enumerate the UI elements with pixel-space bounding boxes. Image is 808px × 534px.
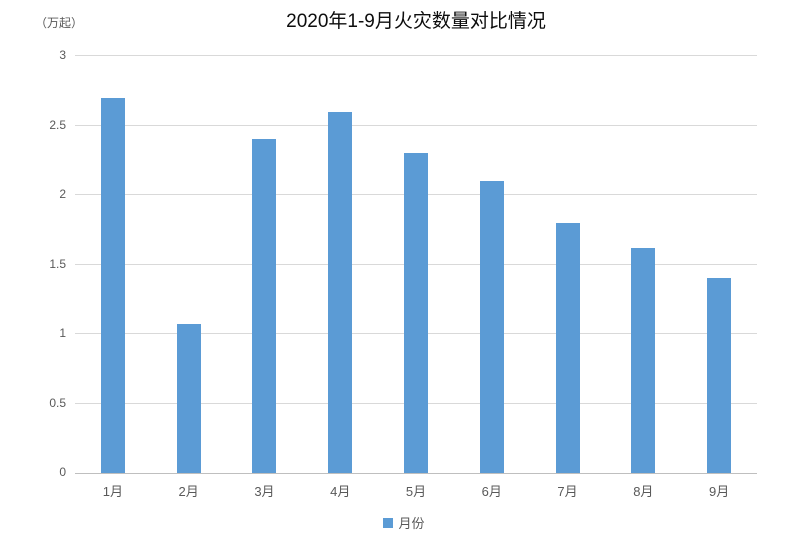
legend-swatch-icon — [383, 517, 394, 528]
x-tick-label-2月: 2月 — [178, 484, 199, 499]
bar-9月 — [707, 278, 732, 473]
bar-2月 — [176, 324, 201, 473]
gridline-3 — [75, 55, 757, 56]
y-tick-label-2.5: 2.5 — [49, 117, 66, 132]
x-tick-label-3月: 3月 — [254, 484, 275, 499]
plot-area — [75, 55, 757, 474]
bar-4月 — [328, 111, 353, 473]
gridline-2.5 — [75, 124, 757, 126]
bar-7月 — [555, 222, 580, 473]
y-axis-unit-label: （万起） — [35, 16, 84, 30]
x-tick-label-7月: 7月 — [557, 484, 578, 499]
x-tick-label-6月: 6月 — [481, 484, 502, 499]
y-axis-tick-labels: 0 0.5 1 1.5 2 2.5 3 — [0, 0, 66, 534]
y-tick-label-0: 0 — [59, 465, 66, 479]
x-axis-tick-labels: 1月 2月 3月 4月 5月 6月 7月 8月 9月 — [75, 481, 757, 499]
chart-title: 2020年1-9月火灾数量对比情况 — [286, 11, 546, 32]
bar-1月 — [100, 97, 125, 473]
bar-3月 — [252, 139, 277, 473]
y-tick-label-1: 1 — [59, 326, 66, 340]
bar-5月 — [404, 153, 428, 473]
x-tick-label-5月: 5月 — [405, 484, 427, 499]
bar-8月 — [631, 247, 656, 473]
legend-label: 月份 — [398, 516, 425, 531]
x-tick-label-4月: 4月 — [330, 484, 351, 499]
bar-6月 — [479, 181, 504, 473]
y-tick-label-0.5: 0.5 — [49, 395, 66, 410]
x-tick-label-1月: 1月 — [102, 484, 123, 499]
y-tick-label-3: 3 — [59, 48, 66, 62]
y-tick-label-2: 2 — [59, 187, 66, 201]
x-tick-label-9月: 9月 — [708, 484, 730, 499]
y-tick-label-1.5: 1.5 — [49, 256, 66, 271]
legend: 月份 — [0, 513, 808, 532]
x-tick-label-8月: 8月 — [633, 484, 654, 499]
